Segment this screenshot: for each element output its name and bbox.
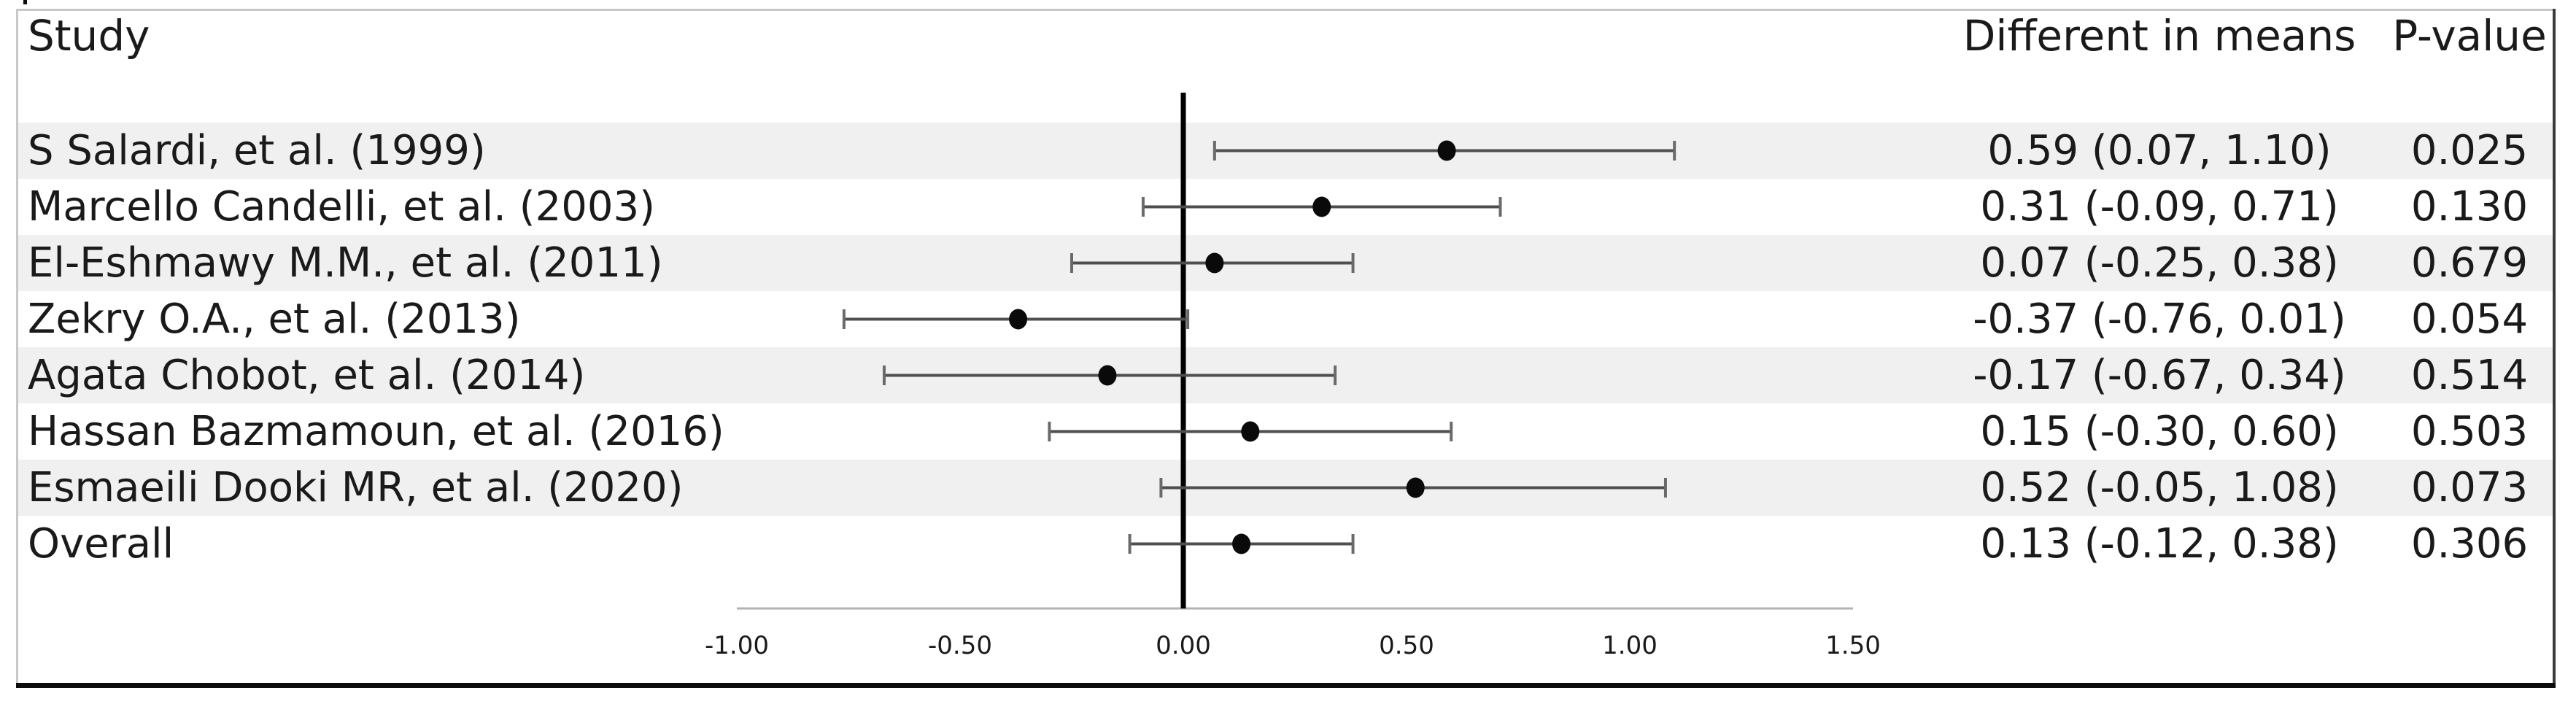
mean-ci-value: 0.15 (-0.30, 0.60): [1980, 407, 2339, 455]
study-label: S Salardi, et al. (1999): [28, 126, 486, 174]
mean-ci-value: -0.17 (-0.67, 0.34): [1973, 351, 2346, 399]
table-row: S Salardi, et al. (1999) 0.59 (0.07, 1.1…: [18, 123, 2553, 179]
table-row: Marcello Candelli, et al. (2003) 0.31 (-…: [18, 179, 2553, 235]
column-header-means: Different in means: [1962, 11, 2356, 61]
p-value: 0.514: [2410, 351, 2529, 399]
p-value: 0.306: [2410, 519, 2529, 568]
p-value: 0.503: [2410, 407, 2529, 455]
study-label: Hassan Bazmamoun, et al. (2016): [28, 407, 724, 455]
study-label: Esmaeili Dooki MR, et al. (2020): [28, 463, 684, 511]
frame-border-right: [2553, 9, 2556, 686]
p-value: 0.073: [2410, 463, 2529, 511]
column-header-study: Study: [28, 11, 150, 61]
frame-border-top: [16, 9, 2556, 11]
p-value: 0.025: [2410, 126, 2529, 174]
mean-ci-value: -0.37 (-0.76, 0.01): [1973, 295, 2346, 343]
table-row: Overall 0.13 (-0.12, 0.38) 0.306: [18, 516, 2553, 572]
mean-ci-value: 0.31 (-0.09, 0.71): [1980, 182, 2339, 231]
table-row: Esmaeili Dooki MR, et al. (2020) 0.52 (-…: [18, 460, 2553, 516]
study-label: Overall: [28, 519, 174, 568]
table-row: El-Eshmawy M.M., et al. (2011) 0.07 (-0.…: [18, 235, 2553, 291]
mean-ci-value: 0.52 (-0.05, 1.08): [1980, 463, 2339, 511]
frame-border-bottom: [16, 683, 2556, 688]
study-label: Marcello Candelli, et al. (2003): [28, 182, 655, 231]
column-header-pvalue: P-value: [2392, 11, 2547, 61]
table-row: Zekry O.A., et al. (2013) -0.37 (-0.76, …: [18, 291, 2553, 347]
p-value: 0.130: [2410, 182, 2529, 231]
frame-border-left: [16, 9, 18, 686]
mean-ci-value: 0.59 (0.07, 1.10): [1987, 126, 2332, 174]
p-value: 0.679: [2410, 239, 2529, 287]
study-label: Agata Chobot, et al. (2014): [28, 351, 586, 399]
crop-artifact: [23, 0, 27, 4]
table-row: Hassan Bazmamoun, et al. (2016) 0.15 (-0…: [18, 403, 2553, 460]
mean-ci-value: 0.07 (-0.25, 0.38): [1980, 239, 2339, 287]
study-label: Zekry O.A., et al. (2013): [28, 295, 521, 343]
table-row: Agata Chobot, et al. (2014) -0.17 (-0.67…: [18, 347, 2553, 403]
study-label: El-Eshmawy M.M., et al. (2011): [28, 239, 663, 287]
p-value: 0.054: [2410, 295, 2529, 343]
mean-ci-value: 0.13 (-0.12, 0.38): [1980, 519, 2339, 568]
